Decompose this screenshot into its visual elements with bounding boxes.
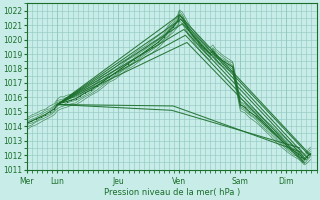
X-axis label: Pression niveau de la mer( hPa ): Pression niveau de la mer( hPa ): [104, 188, 240, 197]
